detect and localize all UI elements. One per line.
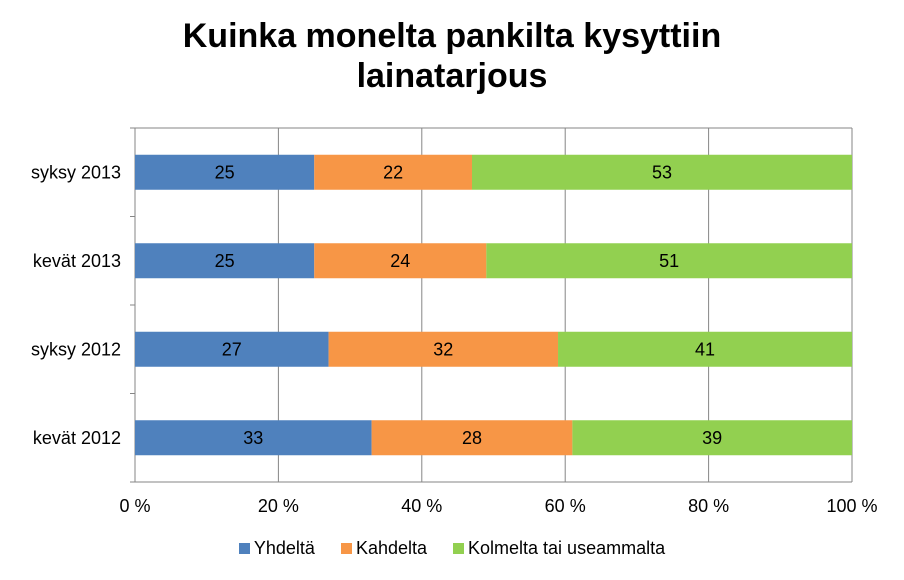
data-label: 24 <box>390 251 410 271</box>
data-label: 51 <box>659 251 679 271</box>
y-category-label: syksy 2012 <box>31 339 121 359</box>
legend-label: Kolmelta tai useammalta <box>468 538 666 558</box>
bar-segment <box>371 420 573 456</box>
data-label: 22 <box>383 162 403 182</box>
chart-title: Kuinka monelta pankilta kysyttiin lainat… <box>0 16 904 96</box>
chart-legend: Yhdeltä Kahdelta Kolmelta tai useammalta <box>0 538 904 559</box>
data-label: 27 <box>222 339 242 359</box>
stacked-bar-chart: 25 22 53 25 24 51 27 32 41 33 28 39 0 % 20 % 40 % 60 %… <box>31 127 878 516</box>
x-tick-label: 0 % <box>119 496 150 516</box>
legend-swatch <box>340 543 352 554</box>
x-tick-label: 60 % <box>545 496 586 516</box>
bar-segment <box>314 243 487 279</box>
bar-segment <box>486 243 852 279</box>
data-label: 25 <box>215 251 235 271</box>
data-label: 53 <box>652 162 672 182</box>
y-category-label: kevät 2012 <box>33 428 121 448</box>
bar-segment <box>558 331 852 367</box>
bar-segment <box>572 420 852 456</box>
legend-item: Kolmelta tai useammalta <box>453 538 665 559</box>
data-labels: 25 22 53 25 24 51 27 32 41 33 28 39 <box>215 162 723 448</box>
bar-segment <box>471 154 852 190</box>
data-label: 32 <box>433 339 453 359</box>
data-label: 39 <box>702 428 722 448</box>
data-label: 41 <box>695 339 715 359</box>
data-label: 25 <box>215 162 235 182</box>
chart-title-line-1: Kuinka monelta pankilta kysyttiin <box>182 17 722 55</box>
bar-segment <box>314 154 472 190</box>
bar-segment <box>135 420 372 456</box>
legend-item: Yhdeltä <box>238 538 315 559</box>
bar-segment <box>328 331 559 367</box>
bar-segment <box>135 154 315 190</box>
bars <box>135 154 852 456</box>
x-tick-label: 80 % <box>688 496 729 516</box>
chart-title-line-2: lainatarjous <box>356 57 548 95</box>
y-category-label: kevät 2013 <box>33 251 121 271</box>
data-label: 28 <box>462 428 482 448</box>
data-label: 33 <box>243 428 263 448</box>
bar-segment <box>135 243 315 279</box>
tick-labels: 0 % 20 % 40 % 60 % 80 % 100 % syksy 2013 kevät … <box>31 162 878 516</box>
legend-label: Yhdeltä <box>253 538 315 558</box>
x-tick-label: 100 % <box>826 496 877 516</box>
legend-label: Kahdelta <box>355 538 428 558</box>
legend-item: Kahdelta <box>340 538 428 559</box>
x-tick-label: 40 % <box>401 496 442 516</box>
legend-swatch <box>238 543 250 554</box>
y-category-label: syksy 2013 <box>31 162 121 182</box>
bar-segment <box>135 331 329 367</box>
x-tick-label: 20 % <box>258 496 299 516</box>
legend-swatch <box>453 543 465 554</box>
